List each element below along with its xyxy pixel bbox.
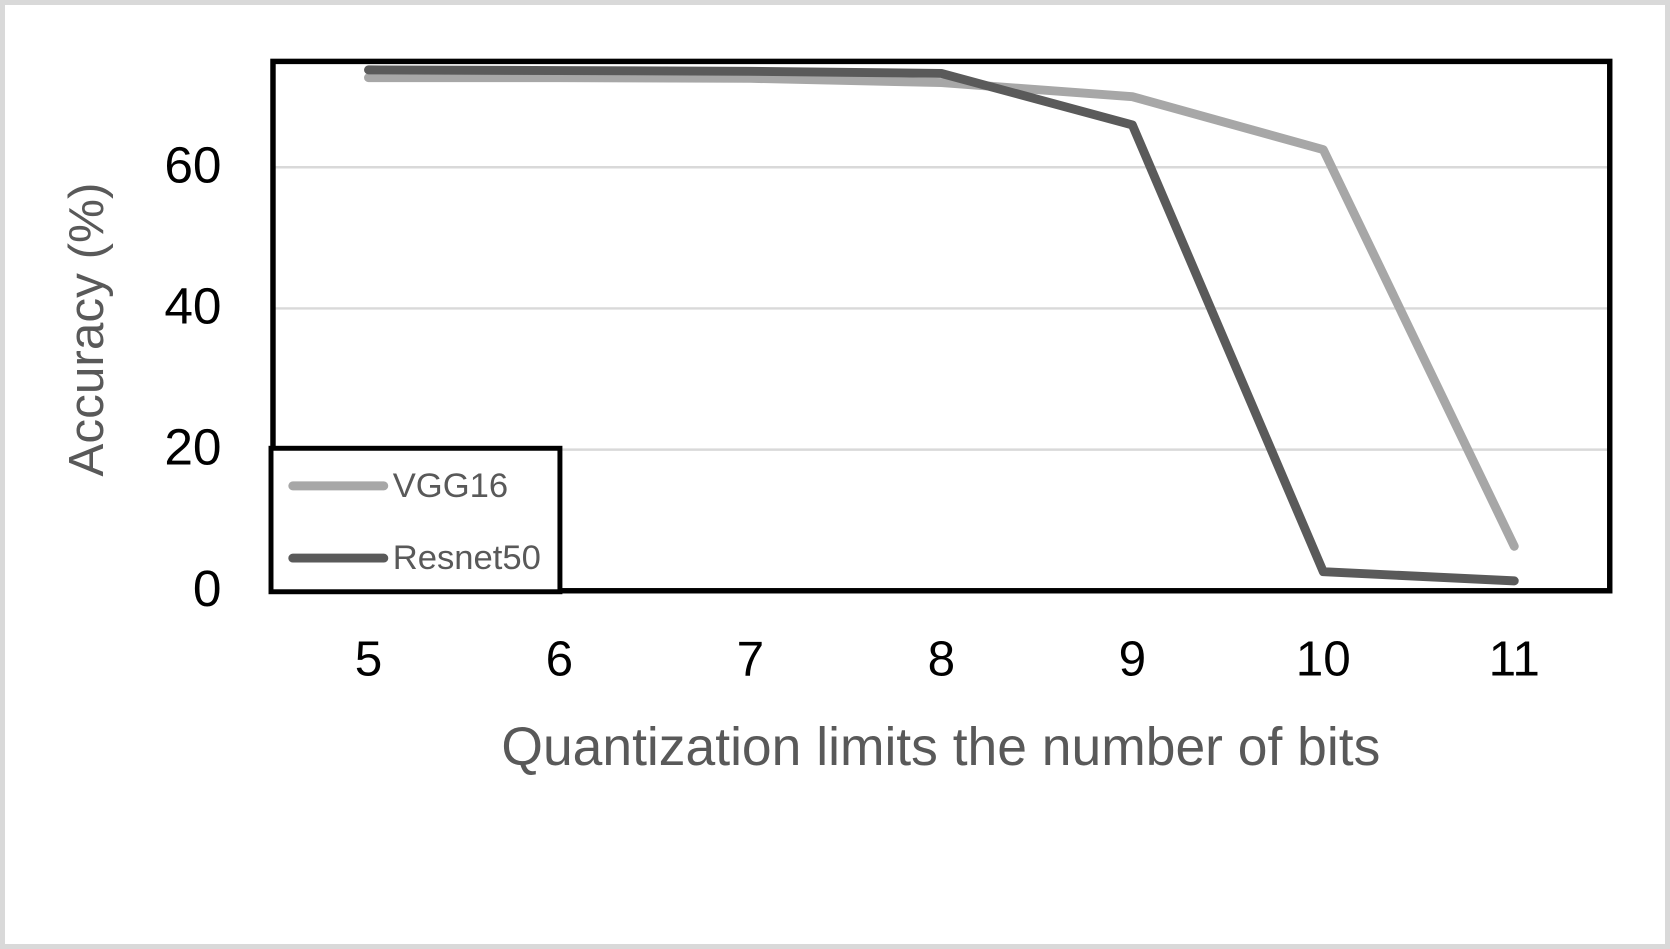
- legend-label-resnet50: Resnet50: [393, 539, 541, 577]
- series-lines: [364, 65, 1519, 586]
- legend-label-vgg16: VGG16: [393, 467, 508, 505]
- series-line-vgg16: [364, 73, 1519, 551]
- series-line-resnet50: [364, 65, 1519, 586]
- y-tick-label-0: 0: [193, 559, 222, 617]
- plot-border: [270, 58, 1613, 594]
- x-tick-label-5: 5: [355, 632, 383, 687]
- x-tick-label-8: 8: [928, 632, 956, 687]
- y-tick-label-60: 60: [164, 135, 221, 193]
- x-tick-label-10: 10: [1296, 632, 1351, 687]
- y-tick-label-20: 20: [164, 418, 221, 476]
- x-tick-label-6: 6: [546, 632, 574, 687]
- x-axis-title: Quantization limits the number of bits: [501, 718, 1380, 777]
- x-axis-tick-labels: 5 6 7 8 9 10 11: [355, 632, 1540, 687]
- x-tick-label-7: 7: [737, 632, 765, 687]
- legend-box: [268, 445, 563, 595]
- line-chart: 0 20 40 60 5 6 7 8 9 10 11 Quantization limits th…: [59, 58, 1613, 777]
- x-tick-label-11: 11: [1489, 632, 1540, 687]
- legend: VGG16 Resnet50: [268, 445, 563, 595]
- x-tick-label-9: 9: [1119, 632, 1147, 687]
- y-tick-label-40: 40: [164, 276, 221, 334]
- y-axis-tick-labels: 0 20 40 60: [164, 135, 221, 616]
- y-axis-title: Accuracy (%): [59, 182, 114, 476]
- gridlines: [272, 166, 1610, 451]
